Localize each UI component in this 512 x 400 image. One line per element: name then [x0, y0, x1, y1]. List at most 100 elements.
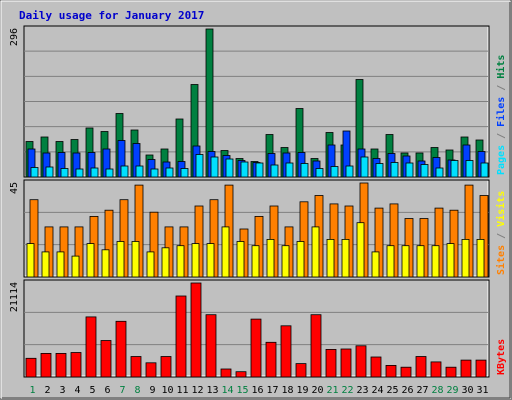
series-label-part: Pages: [496, 145, 507, 175]
day-label-19: 19: [296, 385, 308, 396]
panel-kbytes: 21114 KBytes: [9, 279, 507, 378]
bar-kbytes-day-22: [340, 348, 352, 378]
panel-max-label: 21114: [9, 282, 20, 312]
bar-visits-day-8: [131, 241, 140, 278]
bar-visits-day-25: [386, 245, 395, 278]
bar-pages-day-26: [405, 162, 414, 178]
day-label-23: 23: [356, 385, 368, 396]
bar-visits-day-2: [41, 251, 50, 278]
day-label-27: 27: [416, 385, 428, 396]
bar-visits-day-14: [221, 226, 230, 278]
series-label-part: Files: [495, 97, 507, 127]
bar-visits-day-4: [71, 255, 80, 278]
bar-kbytes-day-14: [220, 368, 232, 378]
day-label-22: 22: [341, 385, 353, 396]
bar-kbytes-day-1: [25, 357, 37, 378]
bar-pages-day-9: [150, 168, 159, 178]
day-label-10: 10: [161, 385, 173, 396]
series-label-part: /: [496, 79, 507, 97]
bar-visits-day-28: [431, 245, 440, 278]
bar-kbytes-day-6: [100, 340, 112, 378]
bar-visits-day-5: [86, 243, 95, 278]
bar-visits-day-6: [101, 249, 110, 278]
bar-pages-day-17: [270, 164, 279, 178]
bar-kbytes-day-9: [145, 362, 157, 378]
day-label-14: 14: [221, 385, 233, 396]
bar-kbytes-day-29: [445, 366, 457, 378]
day-label-3: 3: [59, 385, 65, 396]
day-label-30: 30: [461, 385, 473, 396]
bar-pages-day-19: [300, 163, 309, 178]
bar-kbytes-day-18: [280, 325, 292, 378]
bar-pages-day-11: [180, 168, 189, 178]
bar-kbytes-day-31: [475, 359, 487, 378]
bar-kbytes-day-19: [295, 363, 307, 378]
bar-kbytes-day-28: [430, 361, 442, 378]
bar-visits-day-11: [176, 245, 185, 278]
day-label-18: 18: [281, 385, 293, 396]
series-label-part: Sites: [495, 245, 507, 275]
bar-pages-day-1: [30, 167, 39, 178]
series-label-part: Hits: [495, 55, 507, 79]
series-label-part: Visits: [495, 191, 507, 227]
day-label-5: 5: [89, 385, 95, 396]
bar-visits-day-7: [116, 241, 125, 278]
bar-pages-day-8: [135, 165, 144, 178]
bar-pages-day-30: [465, 160, 474, 178]
bar-kbytes-day-24: [370, 356, 382, 378]
bar-kbytes-day-27: [415, 356, 427, 378]
bar-pages-day-20: [315, 168, 324, 178]
panel-visits-sites: 45 Sites / Visits: [9, 179, 507, 278]
bar-visits-day-1: [26, 243, 35, 278]
day-label-28: 28: [431, 385, 443, 396]
bar-kbytes-day-17: [265, 341, 277, 378]
bar-kbytes-day-20: [310, 314, 322, 378]
day-label-9: 9: [149, 385, 155, 396]
bar-pages-day-29: [450, 160, 459, 178]
bar-kbytes-day-13: [205, 314, 217, 378]
bar-pages-day-3: [60, 168, 69, 178]
bar-kbytes-day-23: [355, 345, 367, 378]
bar-kbytes-day-25: [385, 364, 397, 378]
bar-visits-day-23: [356, 222, 365, 278]
bar-pages-day-22: [345, 165, 354, 178]
panel-max-label: 296: [9, 28, 20, 46]
bar-kbytes-day-21: [325, 348, 337, 378]
bar-visits-day-18: [281, 245, 290, 278]
panel-hits-files-pages: 296 Pages / Files / Hits: [9, 25, 507, 178]
bar-pages-day-7: [120, 165, 129, 178]
bar-pages-day-21: [330, 166, 339, 178]
bar-visits-day-15: [236, 241, 245, 278]
bar-visits-day-20: [311, 226, 320, 278]
bar-pages-day-28: [435, 167, 444, 178]
bar-kbytes-day-15: [235, 371, 247, 378]
day-label-1: 1: [29, 385, 35, 396]
day-label-29: 29: [446, 385, 458, 396]
bar-visits-day-29: [446, 243, 455, 278]
panel-series-label: Sites / Visits: [495, 191, 507, 275]
bar-visits-day-19: [296, 241, 305, 278]
day-label-11: 11: [176, 385, 188, 396]
bar-visits-day-9: [146, 251, 155, 278]
bar-kbytes-day-26: [400, 366, 412, 378]
bar-kbytes-day-4: [70, 352, 82, 378]
bar-pages-day-25: [390, 162, 399, 178]
day-label-17: 17: [266, 385, 278, 396]
bar-visits-day-21: [326, 238, 335, 278]
day-label-2: 2: [44, 385, 50, 396]
day-label-31: 31: [476, 385, 488, 396]
bar-kbytes-day-2: [40, 352, 52, 378]
bar-visits-day-30: [461, 238, 470, 278]
day-label-21: 21: [326, 385, 338, 396]
panel-max-label: 45: [9, 182, 20, 194]
day-label-13: 13: [206, 385, 218, 396]
bar-visits-day-17: [266, 238, 275, 278]
series-label-part: KBytes: [496, 339, 507, 375]
series-label-part: /: [496, 227, 507, 245]
bar-pages-day-16: [255, 162, 264, 178]
day-label-25: 25: [386, 385, 398, 396]
bar-pages-day-23: [360, 156, 369, 178]
bar-pages-day-15: [240, 161, 249, 178]
bar-visits-day-16: [251, 245, 260, 278]
day-label-15: 15: [236, 385, 248, 396]
